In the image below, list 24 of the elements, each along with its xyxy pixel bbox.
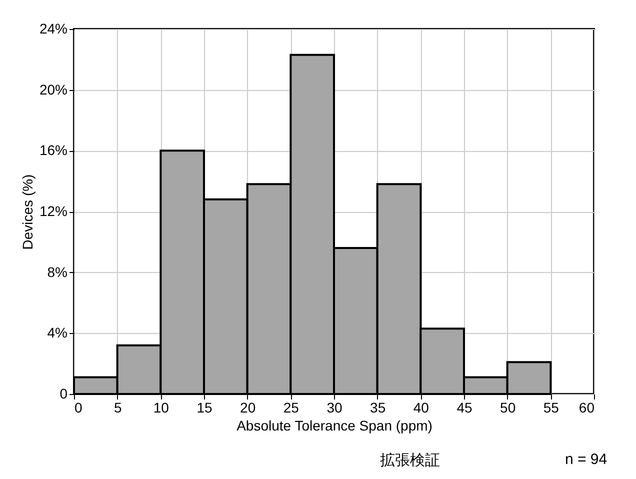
text: 拡張検証 <box>380 451 440 470</box>
y-tick-label: 0 <box>60 386 68 402</box>
y-tick-label: 8% <box>47 264 68 280</box>
x-axis-title: Absolute Tolerance Span (ppm) <box>236 418 432 434</box>
x-tick-label: 0 <box>74 400 82 416</box>
x-tick-label: 25 <box>283 400 300 416</box>
x-tick-label: 20 <box>240 400 256 416</box>
x-tick-label: 50 <box>500 400 516 416</box>
y-tick-label: 20% <box>39 81 68 98</box>
y-tick-label: 16% <box>39 142 68 158</box>
y-tick-label: 4% <box>47 324 68 341</box>
text: n = 94 <box>565 451 608 468</box>
x-tick-label: 40 <box>413 400 430 416</box>
x-tick-label: 5 <box>114 400 122 416</box>
x-tick-label: 55 <box>543 400 560 416</box>
y-axis-title: Devices (%) <box>19 174 36 250</box>
x-tick-label: 35 <box>370 400 386 416</box>
y-tick-label: 12% <box>39 203 68 219</box>
x-tick-label: 15 <box>196 400 212 416</box>
x-tick-label: 10 <box>153 400 170 416</box>
x-tick-label: 45 <box>456 400 472 416</box>
x-tick-label: 30 <box>326 400 342 416</box>
x-tick-label: 60 <box>578 400 595 416</box>
y-tick-label: 24% <box>39 20 68 36</box>
